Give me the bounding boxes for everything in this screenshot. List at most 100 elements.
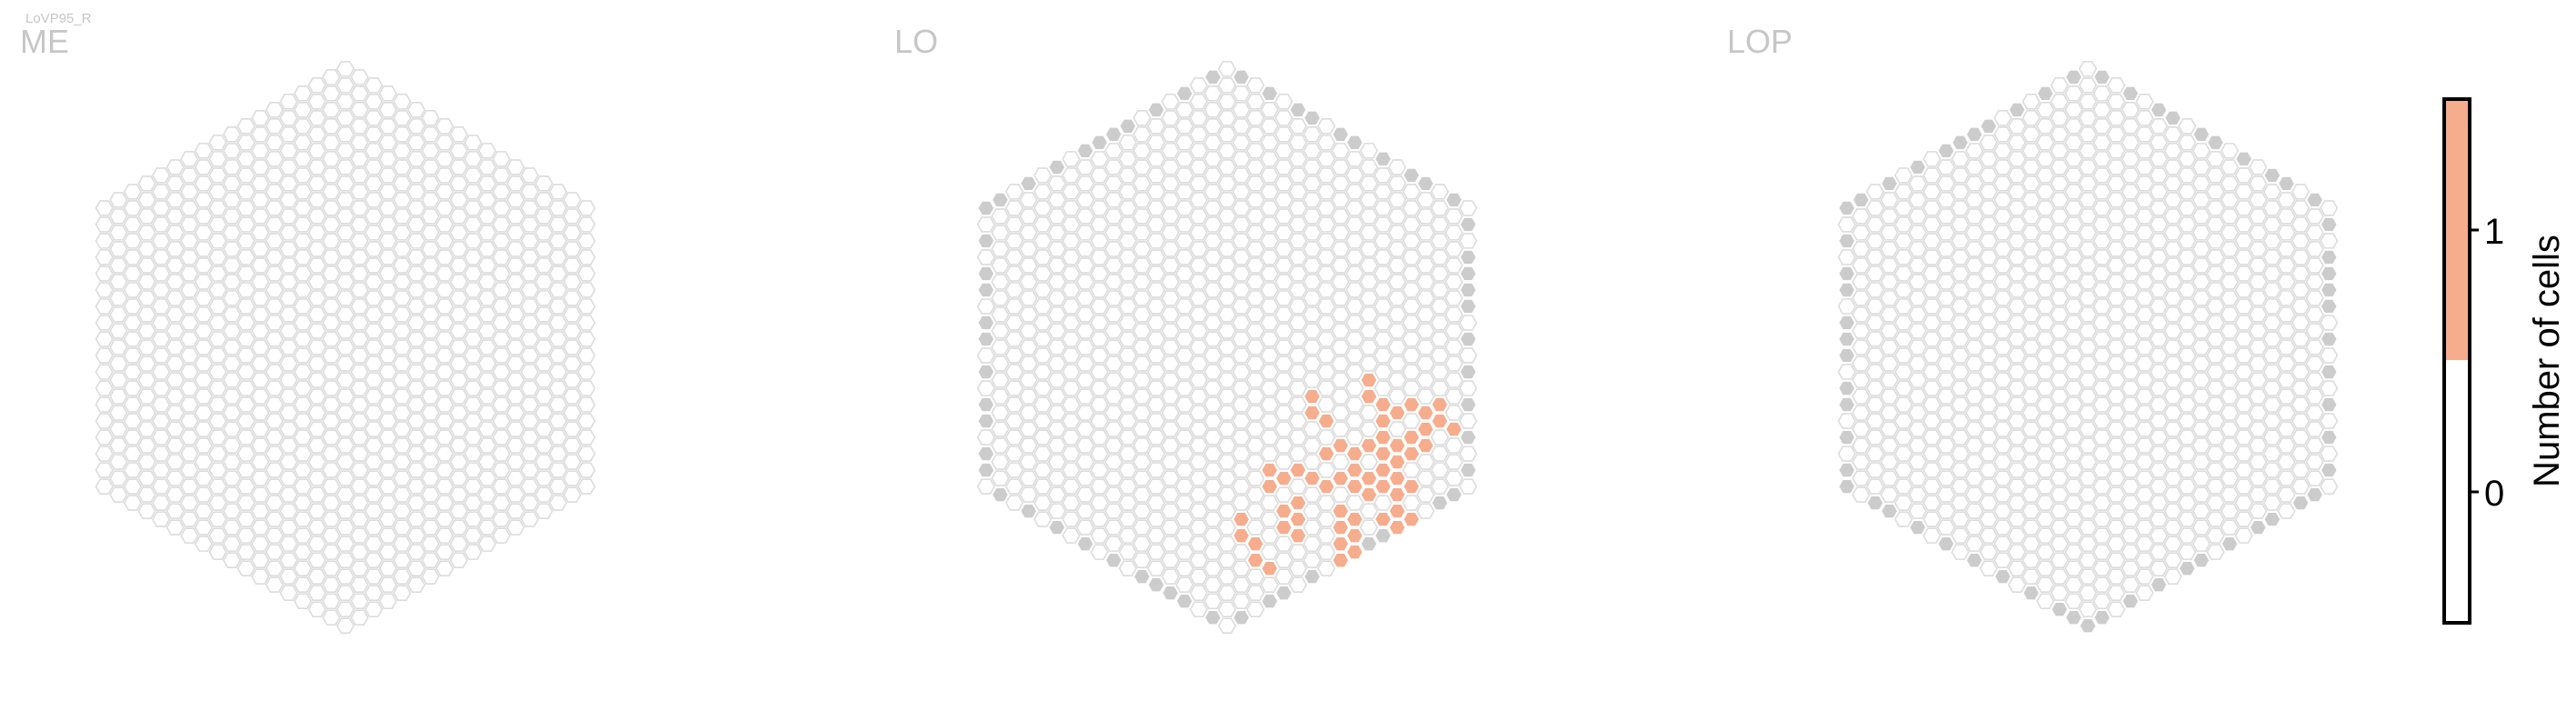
hex-cell-empty (2093, 135, 2110, 150)
hex-cell-empty (2122, 135, 2139, 150)
hex-cell-empty (1262, 299, 1278, 314)
hex-cell-empty (1290, 332, 1306, 346)
hex-cell-empty (1403, 348, 1420, 363)
hex-cell-empty (507, 373, 524, 387)
hex-cell-empty (2065, 479, 2082, 494)
hex-cell-empty (2108, 258, 2124, 273)
hex-cell-empty (1389, 225, 1405, 240)
hex-cell-empty (2222, 144, 2238, 158)
hex-cell-empty (153, 479, 169, 494)
hex-cell-empty (1852, 242, 1869, 256)
hex-cell-empty (1923, 299, 1940, 314)
hex-cell-empty (2222, 373, 2238, 387)
hex-cell-empty (2136, 487, 2152, 502)
hex-cell-empty (1105, 193, 1122, 207)
hex-cell-empty (1318, 201, 1334, 215)
hex-cell-empty (238, 397, 255, 412)
hex-cell-empty (1176, 577, 1193, 592)
hex-cell-empty (1162, 127, 1178, 142)
hex-cell-empty (2222, 307, 2238, 322)
hex-cell-empty (351, 152, 367, 166)
hex-cell-empty (1923, 185, 1940, 199)
hex-cell-out-of-roi (1881, 176, 1897, 191)
hex-cell-empty (309, 553, 325, 567)
hex-cell-out-of-roi (1938, 144, 1954, 158)
hex-cell-empty (1981, 217, 1997, 232)
hex-cell-empty (1867, 266, 1883, 281)
hex-cell-empty (195, 438, 212, 453)
hex-cell-empty (380, 446, 396, 461)
hex-cell-empty (337, 356, 354, 371)
hex-cell-empty (2164, 471, 2181, 486)
hex-cell-empty (2009, 479, 2025, 494)
hex-cell-empty (451, 455, 467, 469)
hex-cell-empty (1020, 225, 1036, 240)
hex-cell-empty (1895, 266, 1912, 281)
hex-cell-empty (380, 414, 396, 428)
hex-cell-empty (493, 430, 509, 445)
hex-cell-empty (1867, 414, 1883, 428)
hex-cell-empty (380, 577, 396, 592)
hex-cell-empty (2207, 234, 2223, 248)
hex-cell-empty (1034, 332, 1051, 346)
hex-cell-empty (2080, 520, 2096, 535)
hex-cell-empty (1191, 127, 1207, 142)
hex-cell-empty (2222, 160, 2238, 175)
hex-cell-empty (295, 152, 311, 166)
hex-cell-empty (1275, 438, 1292, 453)
hex-cell-empty (1374, 217, 1391, 232)
hex-cell-empty (224, 340, 240, 355)
hex-cell-empty (96, 414, 113, 428)
hex-cell-empty (1938, 291, 1954, 305)
hex-cell-empty (2207, 348, 2223, 363)
hex-cell-empty (2009, 446, 2025, 461)
hex-cell-empty (167, 504, 184, 518)
hex-cell-empty (2022, 275, 2039, 289)
hex-cell-empty (238, 430, 255, 445)
hex-cell-empty (96, 315, 113, 330)
hex-cell-empty (1247, 487, 1263, 502)
hex-cell-empty (394, 275, 410, 289)
hex-cell-empty (1910, 422, 1926, 436)
hex-cell-empty (1091, 414, 1107, 428)
hex-cell-empty (1966, 291, 1982, 305)
hex-cell-empty (2193, 455, 2210, 469)
hex-cell-empty (1006, 266, 1023, 281)
hex-cell-empty (1133, 242, 1150, 256)
hex-cell-empty (1191, 95, 1207, 109)
hex-cell-empty (1034, 479, 1051, 494)
hex-cell-empty (337, 258, 354, 273)
hex-cell-empty (1852, 307, 1869, 322)
hex-cell-empty (578, 348, 594, 363)
hex-cell-empty (1867, 315, 1883, 330)
hex-cell-empty (1077, 160, 1093, 175)
hex-cell-empty (1006, 283, 1023, 297)
hex-cell-empty (280, 520, 296, 535)
hex-cell-empty (280, 307, 296, 322)
hex-cell-empty (1105, 242, 1122, 256)
hex-cell-empty (1445, 258, 1462, 273)
hex-cell-empty (2052, 95, 2068, 109)
hex-cell-empty (2292, 446, 2309, 461)
hex-cell-empty (1290, 266, 1306, 281)
hex-cell-empty (365, 307, 382, 322)
hex-cell-empty (2264, 479, 2281, 494)
hex-cell-empty (1994, 422, 2011, 436)
hex-cell-empty (479, 258, 495, 273)
hex-cell-count-1 (1361, 373, 1377, 387)
hex-cell-empty (2292, 234, 2309, 248)
hex-cell-empty (522, 381, 538, 396)
hex-cell-empty (564, 373, 580, 387)
hex-cell-empty (2306, 242, 2322, 256)
hex-cell-empty (1105, 258, 1122, 273)
hex-cell-empty (1247, 602, 1263, 616)
hex-cell-empty (1966, 340, 1982, 355)
hex-cell-empty (1233, 250, 1249, 265)
hex-cell-empty (337, 275, 354, 289)
hex-cell-empty (2278, 209, 2294, 224)
hex-cell-empty (2122, 348, 2139, 363)
hex-cell-empty (2065, 545, 2082, 559)
hex-cell-out-of-roi (1303, 111, 1320, 125)
hex-cell-empty (550, 234, 566, 248)
hex-cell-empty (138, 258, 155, 273)
